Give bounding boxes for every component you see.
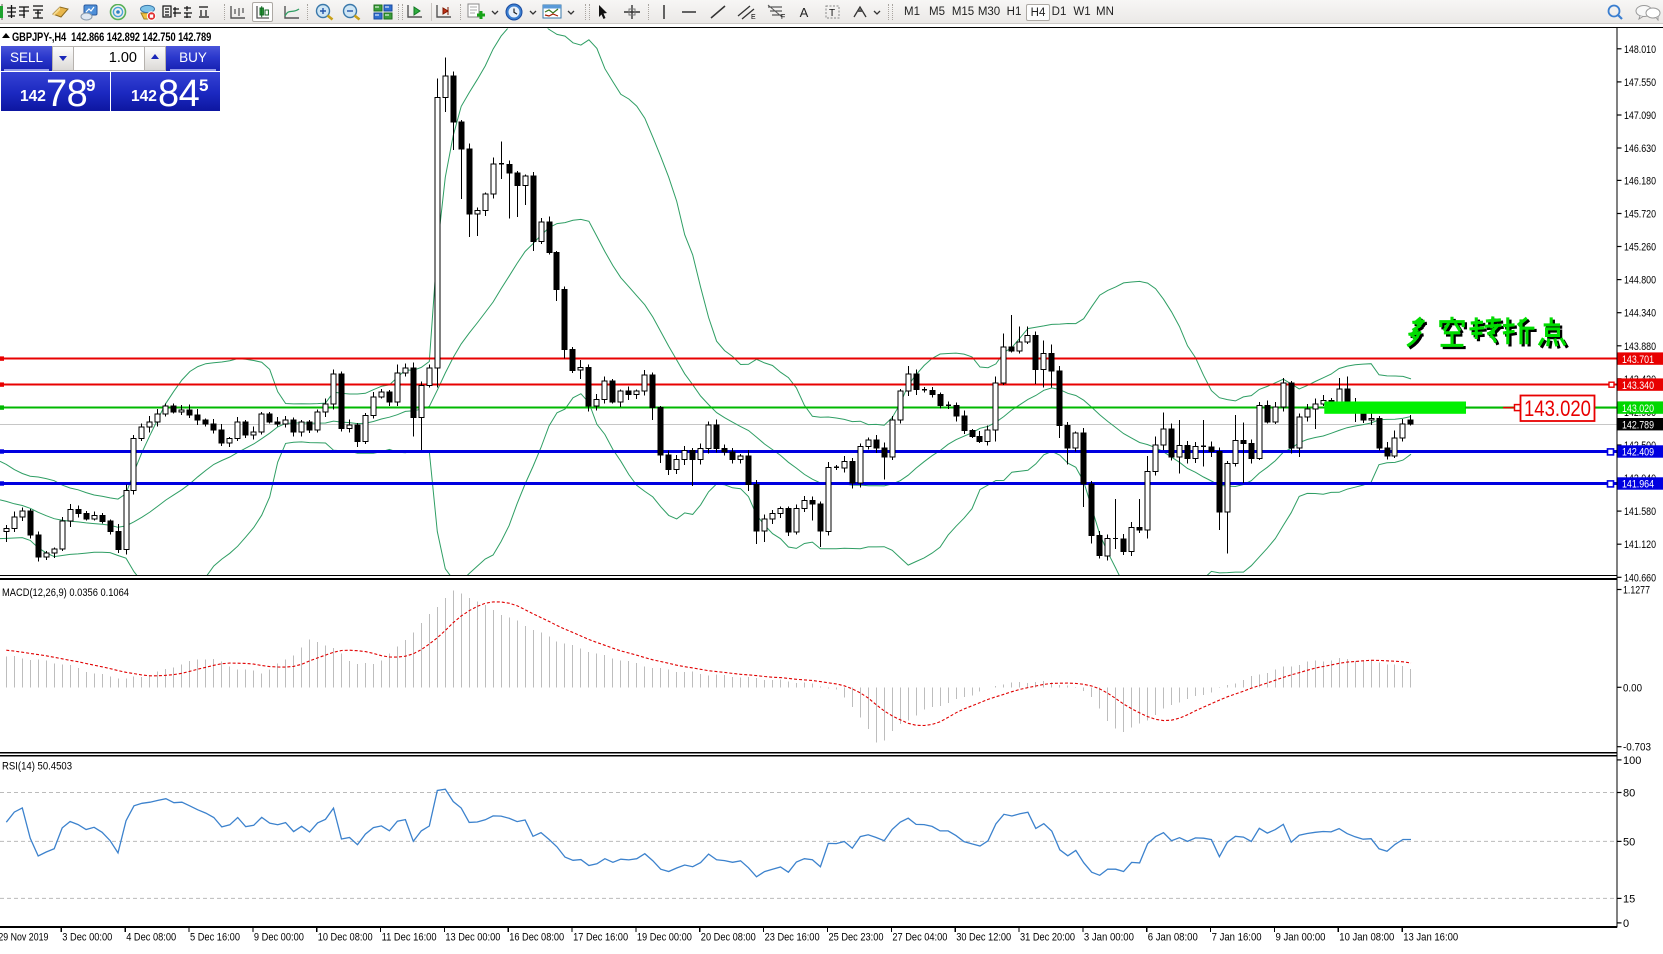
svg-text:25 Dec 23:00: 25 Dec 23:00 [829, 932, 884, 944]
svg-text:10 Jan 08:00: 10 Jan 08:00 [1339, 932, 1394, 944]
svg-text:145.260: 145.260 [1624, 242, 1656, 254]
svg-text:13 Jan 16:00: 13 Jan 16:00 [1403, 932, 1458, 944]
svg-text:10 Dec 08:00: 10 Dec 08:00 [318, 932, 373, 944]
svg-text:143.020: 143.020 [1524, 396, 1591, 421]
svg-text:-0.703: -0.703 [1623, 742, 1651, 754]
svg-text:9 Dec 00:00: 9 Dec 00:00 [254, 932, 304, 944]
svg-text:31 Dec 20:00: 31 Dec 20:00 [1020, 932, 1075, 944]
svg-text:23 Dec 16:00: 23 Dec 16:00 [765, 932, 820, 944]
svg-text:140.660: 140.660 [1624, 572, 1656, 584]
svg-text:100: 100 [1623, 755, 1641, 767]
svg-text:RSI(14) 50.4503: RSI(14) 50.4503 [2, 761, 72, 773]
svg-text:143.701: 143.701 [1622, 354, 1654, 366]
svg-text:16 Dec 08:00: 16 Dec 08:00 [509, 932, 564, 944]
svg-text:141.964: 141.964 [1622, 479, 1654, 491]
svg-text:143.340: 143.340 [1622, 380, 1654, 392]
svg-text:50: 50 [1623, 836, 1635, 848]
svg-text:MACD(12,26,9) 0.0356 0.1064: MACD(12,26,9) 0.0356 0.1064 [2, 587, 129, 599]
svg-text:15: 15 [1623, 893, 1635, 905]
svg-text:142.789: 142.789 [1622, 419, 1654, 431]
svg-text:13 Dec 00:00: 13 Dec 00:00 [445, 932, 500, 944]
svg-text:1.1277: 1.1277 [1623, 585, 1650, 597]
svg-text:148.010: 148.010 [1624, 44, 1656, 56]
svg-text:5 Dec 16:00: 5 Dec 16:00 [190, 932, 240, 944]
svg-text:17 Dec 16:00: 17 Dec 16:00 [573, 932, 628, 944]
svg-text:147.090: 147.090 [1624, 110, 1656, 122]
svg-text:142.409: 142.409 [1622, 447, 1654, 459]
svg-text:147.550: 147.550 [1624, 77, 1656, 89]
svg-text:141.120: 141.120 [1624, 539, 1656, 551]
svg-text:6 Jan 08:00: 6 Jan 08:00 [1148, 932, 1198, 944]
svg-text:80: 80 [1623, 788, 1635, 800]
svg-text:143.020: 143.020 [1622, 403, 1654, 415]
svg-text:30 Dec 12:00: 30 Dec 12:00 [956, 932, 1011, 944]
svg-text:29 Nov 2019: 29 Nov 2019 [0, 932, 48, 944]
svg-text:9 Jan 00:00: 9 Jan 00:00 [1276, 932, 1326, 944]
svg-text:141.580: 141.580 [1624, 506, 1656, 518]
svg-text:143.880: 143.880 [1624, 341, 1656, 353]
svg-text:19 Dec 00:00: 19 Dec 00:00 [637, 932, 692, 944]
svg-text:20 Dec 08:00: 20 Dec 08:00 [701, 932, 756, 944]
svg-text:144.340: 144.340 [1624, 308, 1656, 320]
svg-text:11 Dec 16:00: 11 Dec 16:00 [382, 932, 437, 944]
svg-text:3 Dec 00:00: 3 Dec 00:00 [62, 932, 112, 944]
svg-text:146.180: 146.180 [1624, 175, 1656, 187]
svg-text:4 Dec 08:00: 4 Dec 08:00 [126, 932, 176, 944]
svg-text:0: 0 [1623, 918, 1629, 930]
svg-text:3 Jan 00:00: 3 Jan 00:00 [1084, 932, 1134, 944]
svg-text:7 Jan 16:00: 7 Jan 16:00 [1212, 932, 1262, 944]
svg-text:27 Dec 04:00: 27 Dec 04:00 [892, 932, 947, 944]
svg-text:145.720: 145.720 [1624, 209, 1656, 221]
svg-text:0.00: 0.00 [1623, 682, 1642, 694]
svg-text:146.630: 146.630 [1624, 143, 1656, 155]
svg-text:144.800: 144.800 [1624, 275, 1656, 287]
